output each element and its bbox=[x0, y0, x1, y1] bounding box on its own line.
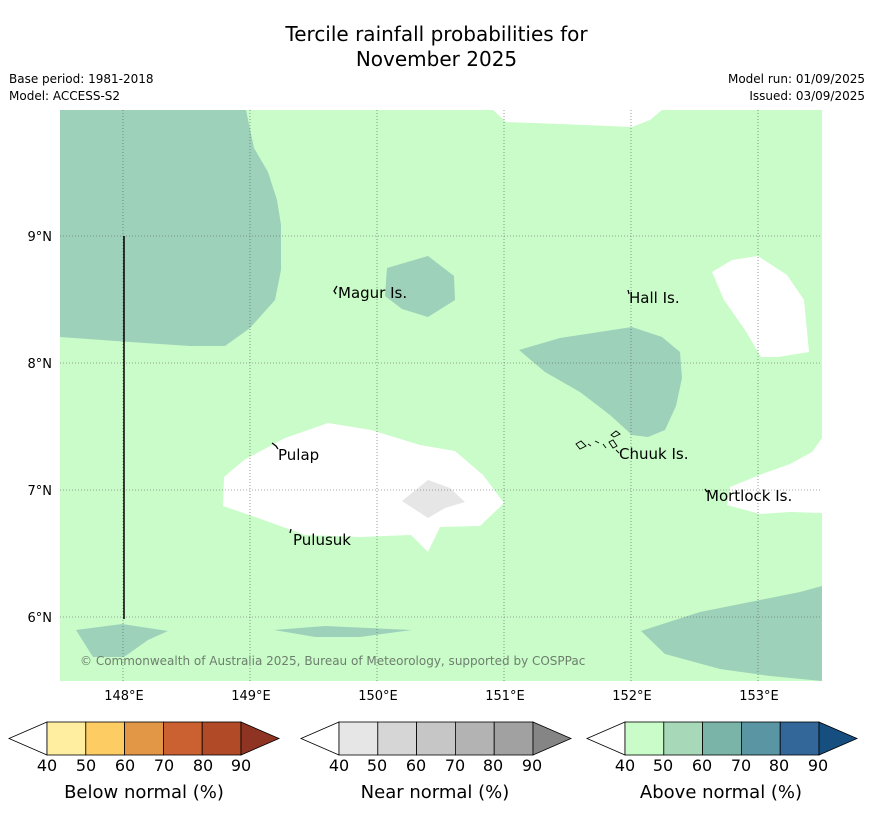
lon-tick-151: 151°E bbox=[485, 689, 525, 704]
lat-tick-8n: 8°N bbox=[28, 357, 53, 372]
region-above-50-southwest bbox=[76, 624, 168, 657]
title-line-1: Tercile rainfall probabilities for bbox=[285, 22, 588, 46]
island-pulap bbox=[271, 442, 279, 450]
above-tick-40: 40 bbox=[615, 756, 635, 775]
island-outlines bbox=[271, 285, 708, 534]
near-tick-80: 80 bbox=[483, 756, 503, 775]
lon-tick-148: 148°E bbox=[104, 689, 144, 704]
above-colorbar-bin-70 bbox=[741, 721, 781, 756]
lon-tick-152: 152°E bbox=[612, 689, 652, 704]
island-magur bbox=[333, 285, 338, 295]
below-tick-40: 40 bbox=[37, 756, 57, 775]
metadata-right: Model run: 01/09/2025 Issued: 03/09/2025 bbox=[728, 71, 865, 105]
near-colorbar-bin-40 bbox=[338, 721, 379, 756]
region-above-50-chuuk bbox=[519, 327, 682, 437]
below-tick-50: 50 bbox=[76, 756, 96, 775]
near-normal-label: Near normal (%) bbox=[361, 782, 510, 803]
above-colorbar-bin-50 bbox=[663, 721, 703, 756]
region-near-normal-40 bbox=[402, 480, 465, 518]
near-colorbar-bin-60 bbox=[416, 721, 456, 756]
copyright-notice: © Commonwealth of Australia 2025, Bureau… bbox=[80, 654, 585, 668]
probability-regions bbox=[60, 110, 822, 681]
lat-tick-7n: 7°N bbox=[28, 484, 53, 499]
near-colorbar-bin-70 bbox=[454, 721, 495, 756]
island-pulusuk bbox=[289, 528, 292, 534]
place-label-mortlock: Mortlock Is. bbox=[706, 487, 792, 505]
below-colorbar-bin-60 bbox=[124, 721, 164, 756]
island-mortlock bbox=[704, 488, 708, 493]
region-above-50-west bbox=[60, 110, 281, 346]
region-no-dominant-north bbox=[493, 110, 662, 127]
colorbar-below-normal bbox=[7, 721, 281, 756]
place-label-pulap: Pulap bbox=[278, 446, 319, 464]
island-hall bbox=[627, 289, 630, 295]
place-label-hall: Hall Is. bbox=[629, 289, 680, 307]
graticule bbox=[60, 110, 822, 681]
above-colorbar-bin-80 bbox=[779, 721, 820, 756]
lon-tick-149: 149°E bbox=[231, 689, 271, 704]
place-label-pulusuk: Pulusuk bbox=[293, 531, 351, 549]
below-colorbar-extend-low bbox=[7, 721, 48, 756]
lat-tick-6n: 6°N bbox=[28, 611, 53, 626]
model-name: Model: ACCESS-S2 bbox=[9, 89, 121, 103]
above-normal-label: Above normal (%) bbox=[640, 782, 802, 803]
above-colorbar-extend-high bbox=[818, 721, 859, 756]
near-tick-70: 70 bbox=[445, 756, 465, 775]
near-colorbar-extend-high bbox=[532, 721, 573, 756]
colorbar-above-normal bbox=[585, 721, 859, 756]
near-tick-60: 60 bbox=[406, 756, 426, 775]
below-tick-80: 80 bbox=[193, 756, 213, 775]
near-tick-50: 50 bbox=[367, 756, 387, 775]
above-tick-90: 90 bbox=[808, 756, 828, 775]
region-no-dominant-central bbox=[223, 423, 504, 552]
above-tick-70: 70 bbox=[731, 756, 751, 775]
title-line-2: November 2025 bbox=[355, 47, 518, 71]
legend-near-normal: 40 50 60 70 80 90 Near normal (%) bbox=[299, 721, 573, 803]
above-colorbar-bin-40 bbox=[624, 721, 665, 756]
lon-tick-153: 153°E bbox=[739, 689, 779, 704]
below-normal-label: Below normal (%) bbox=[64, 782, 224, 803]
region-no-dominant-east bbox=[712, 256, 809, 357]
below-colorbar-bin-70 bbox=[162, 721, 203, 756]
lat-tick-9n: 9°N bbox=[28, 230, 53, 245]
below-colorbar-bin-80 bbox=[201, 721, 242, 756]
legend-below-normal: 40 50 60 70 80 90 Below normal (%) bbox=[7, 721, 281, 803]
below-colorbar-bin-50 bbox=[85, 721, 126, 756]
below-colorbar-extend-high bbox=[240, 721, 281, 756]
above-tick-80: 80 bbox=[769, 756, 789, 775]
region-no-dominant-southeast bbox=[727, 438, 822, 514]
map-title: Tercile rainfall probabilities for Novem… bbox=[0, 22, 873, 72]
island-chuuk-lagoon bbox=[575, 430, 621, 454]
lon-tick-150: 150°E bbox=[358, 689, 398, 704]
metadata-left: Base period: 1981-2018 Model: ACCESS-S2 bbox=[9, 71, 154, 105]
near-colorbar-bin-50 bbox=[377, 721, 417, 756]
above-tick-50: 50 bbox=[653, 756, 673, 775]
place-label-magur: Magur Is. bbox=[338, 284, 407, 302]
place-label-chuuk: Chuuk Is. bbox=[619, 445, 688, 463]
below-tick-60: 60 bbox=[115, 756, 135, 775]
near-tick-90: 90 bbox=[522, 756, 542, 775]
above-tick-60: 60 bbox=[692, 756, 712, 775]
above-colorbar-bin-60 bbox=[702, 721, 742, 756]
below-tick-70: 70 bbox=[154, 756, 174, 775]
region-above-50-magur bbox=[385, 256, 455, 317]
near-colorbar-extend-low bbox=[299, 721, 340, 756]
issued-date: Issued: 03/09/2025 bbox=[749, 89, 865, 103]
above-colorbar-extend-low bbox=[585, 721, 626, 756]
model-run-date: Model run: 01/09/2025 bbox=[727, 72, 865, 86]
near-tick-40: 40 bbox=[329, 756, 349, 775]
below-tick-90: 90 bbox=[231, 756, 251, 775]
below-colorbar-bin-40 bbox=[46, 721, 87, 756]
legend-above-normal: 40 50 60 70 80 90 Above normal (%) bbox=[585, 721, 859, 803]
colorbar-near-normal bbox=[299, 721, 573, 756]
region-above-50-southeast bbox=[641, 586, 822, 681]
region-above-50-south-strip bbox=[274, 626, 412, 637]
base-period: Base period: 1981-2018 bbox=[9, 72, 154, 86]
near-colorbar-bin-80 bbox=[493, 721, 534, 756]
